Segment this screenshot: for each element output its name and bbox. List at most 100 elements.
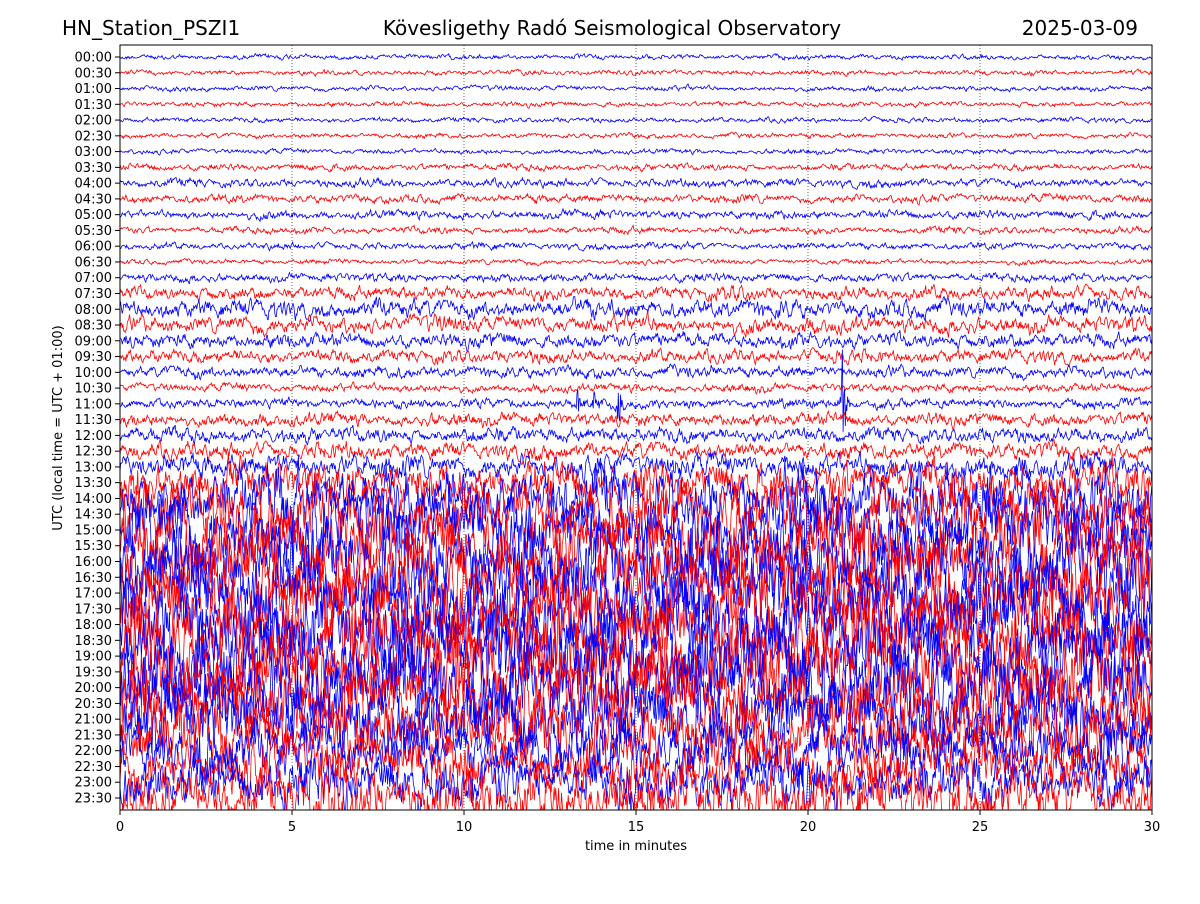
trace-1230 [120,439,1152,466]
y-tick-label: 13:00 [75,460,112,475]
y-tick-label: 17:00 [75,587,112,602]
y-tick-label: 04:30 [75,192,112,207]
y-tick-label: 07:30 [75,287,112,302]
y-tick-label: 14:30 [75,508,112,523]
y-tick-label: 23:00 [75,776,112,791]
trace-1100 [120,349,1152,433]
y-tick-label: 09:30 [75,350,112,365]
y-tick-label: 21:30 [75,728,112,743]
y-tick-label: 12:30 [75,445,112,460]
trace-2230 [120,730,1152,807]
trace-0730 [120,283,1152,303]
title-date: 2025-03-09 [1022,16,1138,40]
trace-1030 [120,381,1152,395]
y-axis: 00:0000:3001:0001:3002:0002:3003:0003:30… [75,51,120,807]
trace-0430 [120,192,1152,206]
x-tick-label: 15 [628,820,645,835]
trace-0330 [120,161,1152,173]
x-tick-label: 0 [116,820,124,835]
trace-1530 [120,486,1152,598]
trace-0000 [120,52,1152,62]
y-tick-label: 01:00 [75,82,112,97]
y-tick-label: 19:30 [75,665,112,680]
y-tick-label: 05:00 [75,208,112,223]
trace-0130 [120,100,1152,109]
y-tick-label: 06:30 [75,255,112,270]
y-tick-label: 17:30 [75,602,112,617]
y-tick-label: 07:00 [75,271,112,286]
traces [120,52,1152,810]
trace-0830 [120,310,1152,338]
y-tick-label: 00:00 [75,51,112,66]
y-tick-label: 08:00 [75,303,112,318]
y-tick-label: 22:30 [75,760,112,775]
y-tick-label: 18:30 [75,634,112,649]
x-tick-label: 10 [456,820,473,835]
trace-0530 [120,224,1152,236]
trace-1000 [120,363,1152,382]
trace-1430 [120,470,1152,564]
trace-0300 [120,147,1152,156]
y-tick-label: 04:00 [75,177,112,192]
y-tick-label: 02:30 [75,129,112,144]
x-tick-label: 20 [800,820,817,835]
trace-2100 [120,668,1152,770]
y-tick-label: 02:00 [75,114,112,129]
y-tick-label: 16:30 [75,571,112,586]
y-tick-label: 10:30 [75,382,112,397]
y-tick-label: 03:00 [75,145,112,160]
y-tick-label: 03:30 [75,161,112,176]
y-tick-label: 15:00 [75,523,112,538]
trace-1300 [120,450,1152,486]
title-station: HN_Station_PSZI1 [62,16,240,40]
trace-0230 [120,131,1152,140]
title-observatory: Kövesligethy Radó Seismological Observat… [383,16,841,40]
trace-1200 [120,424,1152,446]
y-tick-label: 09:00 [75,334,112,349]
y-tick-label: 15:30 [75,539,112,554]
trace-1630 [120,518,1152,640]
trace-0930 [120,347,1152,367]
y-tick-label: 10:00 [75,366,112,381]
x-tick-label: 30 [1144,820,1161,835]
trace-0900 [120,330,1152,353]
y-tick-label: 22:00 [75,744,112,759]
y-tick-label: 20:30 [75,697,112,712]
y-tick-label: 13:30 [75,476,112,491]
trace-1700 [120,518,1152,656]
trace-0600 [120,240,1152,252]
trace-0030 [120,68,1152,78]
y-tick-label: 08:30 [75,319,112,334]
y-tick-label: 14:00 [75,492,112,507]
y-tick-label: 23:30 [75,792,112,807]
trace-2300 [120,744,1152,810]
y-tick-label: 18:00 [75,618,112,633]
y-tick-label: 00:30 [75,66,112,81]
y-tick-label: 16:00 [75,555,112,570]
y-tick-label: 01:30 [75,98,112,113]
trace-0400 [120,176,1152,190]
y-tick-label: 20:00 [75,681,112,696]
trace-0100 [120,83,1152,94]
y-tick-label: 11:30 [75,413,112,428]
y-axis-label: UTC (local time = UTC + 01:00) [51,325,66,530]
y-tick-label: 05:30 [75,224,112,239]
trace-1130 [120,410,1152,431]
y-tick-label: 06:00 [75,240,112,255]
y-tick-label: 11:00 [75,397,112,412]
trace-2330 [120,756,1152,810]
trace-0200 [120,115,1152,124]
x-axis: 0 5 10 15 20 25 30 [116,810,1160,835]
trace-0500 [120,207,1152,223]
x-tick-label: 5 [288,820,296,835]
y-tick-label: 12:00 [75,429,112,444]
trace-1330 [120,452,1152,512]
trace-0630 [120,257,1152,267]
trace-2200 [120,712,1152,793]
x-tick-label: 25 [972,820,989,835]
trace-0800 [120,295,1152,323]
y-tick-label: 21:00 [75,713,112,728]
y-tick-label: 19:00 [75,650,112,665]
x-axis-label: time in minutes [585,839,687,854]
